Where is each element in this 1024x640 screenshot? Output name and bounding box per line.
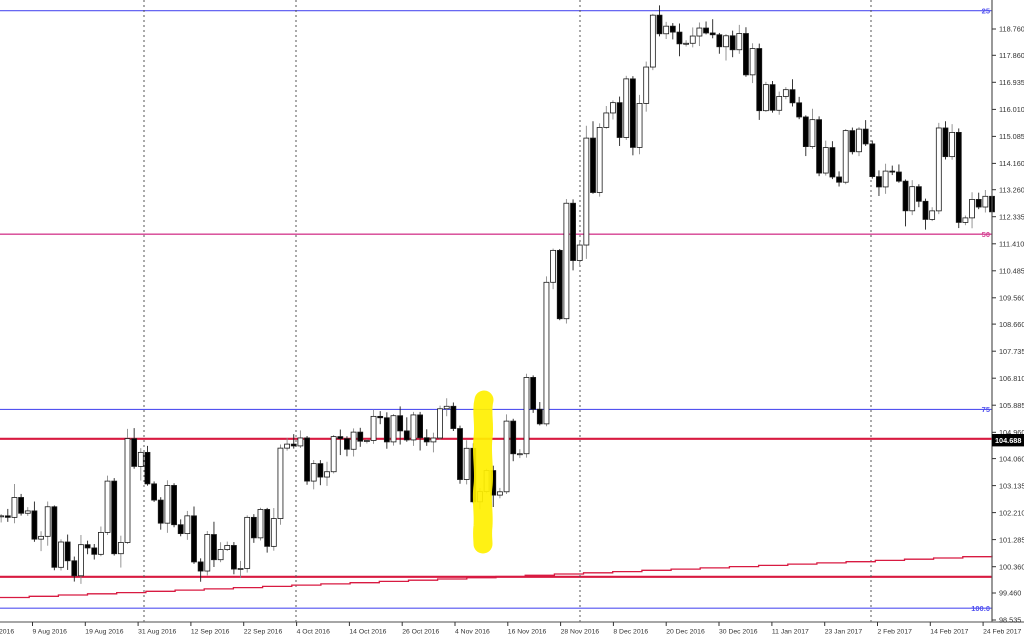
svg-text:11 Jan 2017: 11 Jan 2017 xyxy=(772,628,809,635)
svg-text:8 Dec 2016: 8 Dec 2016 xyxy=(613,628,648,635)
svg-text:4 Oct 2016: 4 Oct 2016 xyxy=(297,628,330,635)
svg-text:118.760: 118.760 xyxy=(999,25,1024,34)
svg-text:14 Oct 2016: 14 Oct 2016 xyxy=(349,628,386,635)
svg-text:2016: 2016 xyxy=(0,628,14,635)
svg-text:100.0: 100.0 xyxy=(971,604,990,613)
svg-text:20 Dec 2016: 20 Dec 2016 xyxy=(666,628,705,635)
svg-text:104.688: 104.688 xyxy=(995,436,1021,445)
svg-text:23 Jan 2017: 23 Jan 2017 xyxy=(825,628,863,635)
svg-text:12 Sep 2016: 12 Sep 2016 xyxy=(191,628,230,635)
svg-text:19 Aug 2016: 19 Aug 2016 xyxy=(85,628,123,635)
svg-text:104.060: 104.060 xyxy=(999,454,1024,463)
svg-text:28 Nov 2016: 28 Nov 2016 xyxy=(561,628,600,635)
svg-text:14 Feb 2017: 14 Feb 2017 xyxy=(930,628,968,635)
svg-text:100.360: 100.360 xyxy=(999,562,1024,571)
svg-text:22 Sep 2016: 22 Sep 2016 xyxy=(244,628,283,635)
svg-text:108.660: 108.660 xyxy=(999,320,1024,329)
svg-text:30 Dec 2016: 30 Dec 2016 xyxy=(719,628,758,635)
svg-text:111.410: 111.410 xyxy=(999,240,1024,249)
svg-text:102.210: 102.210 xyxy=(999,508,1024,517)
svg-text:75: 75 xyxy=(982,405,990,414)
svg-text:109.560: 109.560 xyxy=(999,294,1024,303)
svg-text:103.135: 103.135 xyxy=(999,481,1024,490)
svg-text:113.260: 113.260 xyxy=(999,185,1024,194)
svg-text:116.935: 116.935 xyxy=(999,78,1024,87)
svg-text:106.810: 106.810 xyxy=(999,374,1024,383)
svg-text:107.735: 107.735 xyxy=(999,347,1024,356)
svg-text:115.085: 115.085 xyxy=(999,132,1024,141)
svg-text:26 Oct 2016: 26 Oct 2016 xyxy=(402,628,439,635)
svg-text:105.885: 105.885 xyxy=(999,401,1024,410)
svg-text:9 Aug 2016: 9 Aug 2016 xyxy=(33,628,68,635)
svg-text:2 Feb 2017: 2 Feb 2017 xyxy=(878,628,913,635)
svg-text:24 Feb 2017: 24 Feb 2017 xyxy=(983,628,1021,635)
svg-text:98.535: 98.535 xyxy=(999,616,1021,625)
svg-text:4 Nov 2016: 4 Nov 2016 xyxy=(455,628,490,635)
svg-text:116.010: 116.010 xyxy=(999,105,1024,114)
svg-text:16 Nov 2016: 16 Nov 2016 xyxy=(508,628,547,635)
svg-text:112.335: 112.335 xyxy=(999,212,1024,221)
svg-text:25: 25 xyxy=(982,6,990,15)
svg-text:50: 50 xyxy=(982,230,990,239)
svg-text:110.485: 110.485 xyxy=(999,267,1024,276)
svg-text:99.460: 99.460 xyxy=(999,589,1021,598)
svg-text:101.285: 101.285 xyxy=(999,535,1024,544)
svg-text:117.860: 117.860 xyxy=(999,51,1024,60)
svg-text:114.160: 114.160 xyxy=(999,159,1024,168)
svg-text:31 Aug 2016: 31 Aug 2016 xyxy=(138,628,176,635)
